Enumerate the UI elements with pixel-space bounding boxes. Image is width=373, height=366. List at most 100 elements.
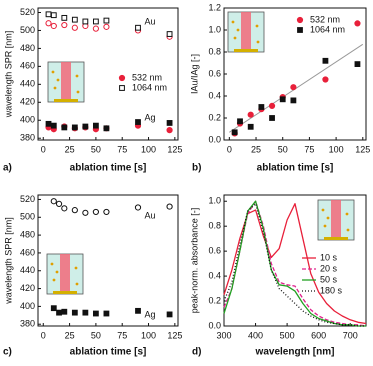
y-axis-title: peak-norm. absorbance [-] xyxy=(189,208,199,314)
point xyxy=(50,22,57,30)
y-tick-label: 480 xyxy=(20,229,35,239)
point xyxy=(50,198,57,205)
y-tick-label: 380 xyxy=(20,133,35,143)
point xyxy=(50,12,57,19)
y-tick-label: 460 xyxy=(20,247,35,257)
point xyxy=(166,120,173,126)
y-tick-label: 0.8 xyxy=(208,46,221,56)
point xyxy=(71,124,78,131)
y-tick-label: 380 xyxy=(20,319,35,329)
point xyxy=(92,25,99,32)
point xyxy=(354,61,361,68)
y-tick-label: 420 xyxy=(20,97,35,107)
y-tick-label: 500 xyxy=(20,212,35,222)
inset-target xyxy=(324,237,348,240)
inset-particle xyxy=(51,70,55,74)
y-tick-label: 0.4 xyxy=(208,270,221,280)
point xyxy=(92,208,99,216)
panel-label: c) xyxy=(3,347,12,358)
inset-particle xyxy=(255,24,259,28)
y-axis-title: wavelength SPR [nm] xyxy=(3,31,13,119)
point xyxy=(82,123,89,130)
point xyxy=(268,102,276,110)
inset-beam xyxy=(331,200,341,238)
inset-particle xyxy=(345,212,349,216)
point xyxy=(166,31,173,37)
y-tick-label: 520 xyxy=(20,7,35,17)
point xyxy=(82,18,89,25)
legend-label: 532 nm xyxy=(132,72,162,82)
x-tick-label: 25 xyxy=(65,330,75,340)
y-tick-label: 0.2 xyxy=(208,112,221,122)
point xyxy=(247,123,254,130)
point xyxy=(269,115,275,121)
x-tick-label: 125 xyxy=(167,144,182,154)
inset-particle xyxy=(323,224,327,228)
inset-target xyxy=(234,49,258,52)
point xyxy=(45,20,52,27)
panel-label: a) xyxy=(3,163,12,174)
point xyxy=(71,16,78,23)
point xyxy=(166,203,173,210)
x-tick-label: 100 xyxy=(329,144,344,154)
point xyxy=(135,307,141,314)
x-axis-title: wavelength [nm] xyxy=(255,347,335,358)
legend-marker xyxy=(118,74,126,82)
point xyxy=(166,127,173,134)
legend-label: 1064 nm xyxy=(310,24,345,34)
x-tick-label: 300 xyxy=(216,330,231,340)
legend-label: 180 s xyxy=(320,285,343,295)
legend-label: 10 s xyxy=(320,252,338,262)
plot-frame xyxy=(37,194,179,327)
y-tick-label: 400 xyxy=(20,301,35,311)
legend-label: 20 s xyxy=(320,263,338,273)
point xyxy=(290,97,297,104)
inset-particle xyxy=(75,282,79,286)
legend-label: 532 nm xyxy=(310,14,340,24)
x-tick-label: 125 xyxy=(167,330,182,340)
point xyxy=(61,14,68,21)
point xyxy=(322,76,329,83)
x-tick-label: 0 xyxy=(227,144,232,154)
y-tick-label: 460 xyxy=(20,61,35,71)
y-axis-title: IAu/IAg [-] xyxy=(189,54,199,94)
panel-label: d) xyxy=(192,347,201,358)
x-tick-label: 25 xyxy=(65,144,75,154)
point xyxy=(103,310,110,317)
point xyxy=(279,96,286,103)
y-tick-label: 0.6 xyxy=(208,246,221,256)
y-tick-label: 1.2 xyxy=(208,2,221,12)
x-tick-label: 600 xyxy=(311,330,326,340)
point xyxy=(50,305,57,312)
annotation: Ag xyxy=(144,309,155,319)
legend-label: 1064 nm xyxy=(132,82,167,92)
point xyxy=(322,57,329,64)
point xyxy=(92,122,99,129)
y-tick-label: 0.8 xyxy=(208,221,221,231)
point xyxy=(61,21,68,29)
point xyxy=(231,129,238,136)
y-tick-label: 520 xyxy=(20,194,35,204)
point xyxy=(290,84,297,91)
inset-beam xyxy=(60,254,70,292)
x-axis-title: ablation time [s] xyxy=(70,163,147,174)
inset-particle xyxy=(50,262,54,266)
x-tick-label: 700 xyxy=(343,330,358,340)
x-tick-label: 25 xyxy=(251,144,261,154)
y-tick-label: 0.4 xyxy=(208,90,221,100)
inset-particle xyxy=(326,216,330,220)
point xyxy=(61,205,68,212)
x-tick-label: 500 xyxy=(280,330,295,340)
point xyxy=(237,118,243,125)
point xyxy=(92,310,99,317)
point xyxy=(247,111,254,118)
y-tick-label: 400 xyxy=(20,115,35,125)
point xyxy=(258,104,265,110)
x-axis-title: ablation time [s] xyxy=(257,163,334,174)
point xyxy=(61,308,68,315)
point xyxy=(45,11,52,18)
inset-particle xyxy=(321,208,325,212)
inset-particle xyxy=(74,266,78,270)
point xyxy=(103,125,110,132)
